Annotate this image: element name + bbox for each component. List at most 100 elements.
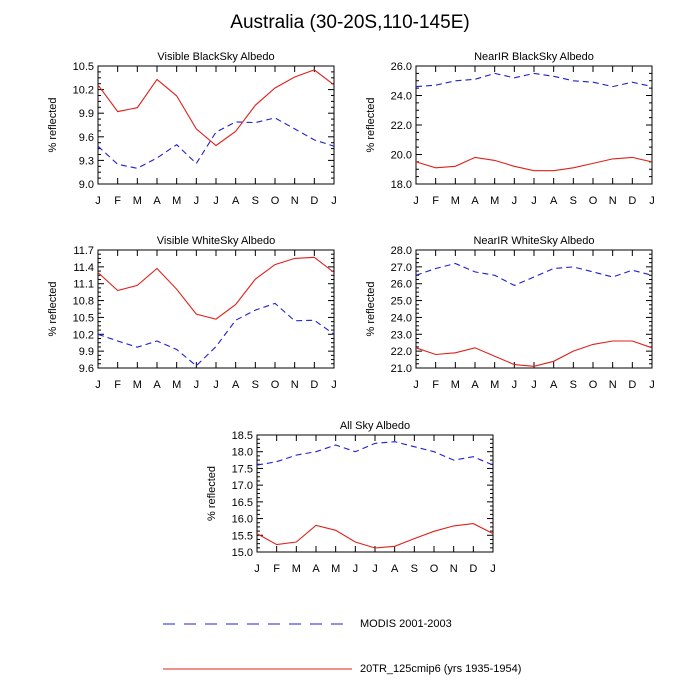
series-line-model-4 xyxy=(256,523,494,549)
y-axis-label-2: % reflected xyxy=(47,281,59,336)
x-tick-label-2-12: J xyxy=(331,379,337,391)
y-tick-label-4-2: 16.0 xyxy=(232,514,253,526)
x-tick-label-3-12: J xyxy=(649,379,655,391)
y-axis-label-0: % reflected xyxy=(47,97,59,152)
y-tick-label-3-6: 27.0 xyxy=(391,262,412,274)
series-line-model-3 xyxy=(415,340,653,367)
x-tick-label-2-4: M xyxy=(172,379,181,391)
x-tick-label-3-7: A xyxy=(550,379,558,391)
plot-frame-0 xyxy=(97,65,335,185)
y-tick-label-0-2: 9.6 xyxy=(79,132,94,144)
x-tick-label-3-8: S xyxy=(570,379,577,391)
x-tick-label-1-9: O xyxy=(589,195,598,207)
y-tick-label-0-4: 10.2 xyxy=(73,85,94,97)
x-tick-label-4-0: J xyxy=(254,563,260,575)
x-tick-label-2-11: D xyxy=(310,379,318,391)
y-tick-label-2-3: 10.5 xyxy=(73,312,94,324)
x-tick-label-1-0: J xyxy=(413,195,419,207)
x-tick-label-4-11: D xyxy=(469,563,477,575)
series-line-modis-0 xyxy=(97,117,335,169)
x-tick-label-2-2: M xyxy=(133,379,142,391)
y-tick-label-2-1: 9.9 xyxy=(79,346,94,358)
y-axis-label-3: % reflected xyxy=(365,281,377,336)
x-tick-label-2-6: J xyxy=(213,379,219,391)
x-tick-label-3-1: F xyxy=(432,379,439,391)
y-tick-label-1-1: 20.0 xyxy=(391,150,412,162)
y-axis-label-1: % reflected xyxy=(365,97,377,152)
x-tick-label-3-11: D xyxy=(628,379,636,391)
x-tick-label-4-8: S xyxy=(411,563,418,575)
y-tick-label-0-5: 10.5 xyxy=(73,61,94,73)
x-tick-label-4-2: M xyxy=(292,563,301,575)
x-tick-label-1-8: S xyxy=(570,195,577,207)
x-tick-label-4-1: F xyxy=(273,563,280,575)
x-tick-label-0-7: A xyxy=(232,195,240,207)
x-tick-label-4-6: J xyxy=(372,563,378,575)
y-tick-label-3-3: 24.0 xyxy=(391,312,412,324)
x-tick-label-1-10: N xyxy=(609,195,617,207)
panel-title-0: Visible BlackSky Albedo xyxy=(157,51,274,63)
x-tick-label-1-4: M xyxy=(490,195,499,207)
x-tick-label-0-4: M xyxy=(172,195,181,207)
x-tick-label-3-4: M xyxy=(490,379,499,391)
series-line-modis-4 xyxy=(256,441,494,466)
x-tick-label-0-8: S xyxy=(252,195,259,207)
y-tick-label-0-1: 9.3 xyxy=(79,155,94,167)
x-tick-label-4-7: A xyxy=(391,563,399,575)
x-tick-label-3-9: O xyxy=(589,379,598,391)
x-tick-label-1-3: A xyxy=(471,195,479,207)
x-tick-label-2-8: S xyxy=(252,379,259,391)
y-tick-label-2-0: 9.6 xyxy=(79,363,94,375)
series-line-modis-3 xyxy=(415,262,653,287)
x-tick-label-4-9: O xyxy=(430,563,439,575)
panel-title-4: All Sky Albedo xyxy=(340,420,410,432)
x-tick-label-0-10: N xyxy=(291,195,299,207)
y-tick-label-4-3: 16.5 xyxy=(232,497,253,509)
y-tick-label-4-0: 15.0 xyxy=(232,547,253,559)
plot-frame-3 xyxy=(415,249,653,369)
panel-title-3: NearIR WhiteSky Albedo xyxy=(473,235,594,247)
x-tick-label-3-0: J xyxy=(413,379,419,391)
x-tick-label-0-0: J xyxy=(95,195,101,207)
series-line-model-0 xyxy=(97,69,335,147)
y-tick-label-4-4: 17.0 xyxy=(232,480,253,492)
x-tick-label-4-10: N xyxy=(450,563,458,575)
legend-label-model: 20TR_125cmip6 (yrs 1935-1954) xyxy=(360,663,522,675)
y-tick-label-1-0: 18.0 xyxy=(391,179,412,191)
y-tick-label-1-4: 26.0 xyxy=(391,61,412,73)
y-tick-label-2-4: 10.8 xyxy=(73,296,94,308)
y-axis-label-4: % reflected xyxy=(206,466,218,521)
y-tick-label-1-2: 22.0 xyxy=(391,120,412,132)
x-tick-label-1-11: D xyxy=(628,195,636,207)
figure-title: Australia (30-20S,110-145E) xyxy=(230,12,470,33)
x-tick-label-1-5: J xyxy=(512,195,518,207)
y-tick-label-4-1: 15.5 xyxy=(232,530,253,542)
x-tick-label-3-2: M xyxy=(451,379,460,391)
x-tick-label-1-6: J xyxy=(531,195,537,207)
y-tick-label-3-2: 23.0 xyxy=(391,329,412,341)
series-line-model-2 xyxy=(97,256,335,320)
x-tick-label-0-6: J xyxy=(213,195,219,207)
y-tick-label-4-7: 18.5 xyxy=(232,430,253,442)
x-tick-label-0-11: D xyxy=(310,195,318,207)
x-tick-label-4-12: J xyxy=(490,563,496,575)
x-tick-label-0-1: F xyxy=(114,195,121,207)
x-tick-label-4-5: J xyxy=(353,563,359,575)
x-tick-label-2-0: J xyxy=(95,379,101,391)
x-tick-label-4-3: A xyxy=(312,563,320,575)
y-tick-label-4-5: 17.5 xyxy=(232,463,253,475)
y-tick-label-3-1: 22.0 xyxy=(391,346,412,358)
x-tick-label-3-3: A xyxy=(471,379,479,391)
y-tick-label-0-3: 9.9 xyxy=(79,108,94,120)
x-tick-label-3-10: N xyxy=(609,379,617,391)
x-tick-label-3-6: J xyxy=(531,379,537,391)
x-tick-label-0-2: M xyxy=(133,195,142,207)
series-line-modis-1 xyxy=(415,72,653,88)
plot-frame-4 xyxy=(256,434,494,553)
y-tick-label-3-0: 21.0 xyxy=(391,363,412,375)
x-tick-label-0-9: O xyxy=(271,195,280,207)
x-tick-label-2-1: F xyxy=(114,379,121,391)
x-tick-label-2-10: N xyxy=(291,379,299,391)
series-line-model-1 xyxy=(415,156,653,172)
